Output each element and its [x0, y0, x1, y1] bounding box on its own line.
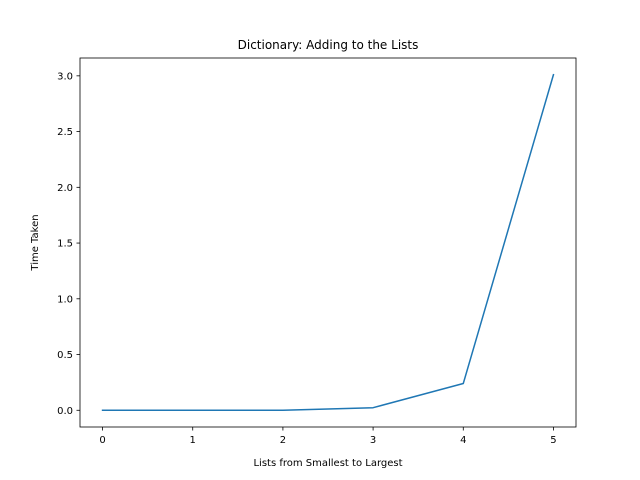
x-tick-label: 2 — [280, 435, 286, 446]
x-tick-label: 1 — [190, 435, 196, 446]
y-tick-label: 1.0 — [57, 294, 73, 305]
series-layer — [101, 73, 555, 411]
y-tick-label: 3.0 — [57, 71, 73, 82]
plot-frame — [79, 57, 577, 428]
chart-title: Dictionary: Adding to the Lists — [238, 38, 419, 52]
x-tick-label: 0 — [99, 435, 105, 446]
y-tick-label: 0.5 — [57, 350, 73, 361]
y-axis-ticks: 0.0 0.5 1.0 1.5 2.0 2.5 3.0 — [57, 71, 80, 417]
x-tick-label: 3 — [370, 435, 376, 446]
y-tick-label: 0.0 — [57, 406, 73, 417]
x-tick-label: 5 — [550, 435, 556, 446]
y-tick-label: 2.5 — [57, 127, 73, 138]
y-axis-label: Time Taken — [30, 214, 41, 271]
y-tick-label: 2.0 — [57, 183, 73, 194]
x-tick-label: 4 — [460, 435, 466, 446]
plot-background — [80, 58, 576, 427]
x-axis-ticks: 0 1 2 3 4 5 — [99, 427, 557, 446]
x-axis-label: Lists from Smallest to Largest — [253, 458, 402, 469]
y-tick-label: 1.5 — [57, 239, 73, 250]
series-line — [101, 73, 555, 411]
